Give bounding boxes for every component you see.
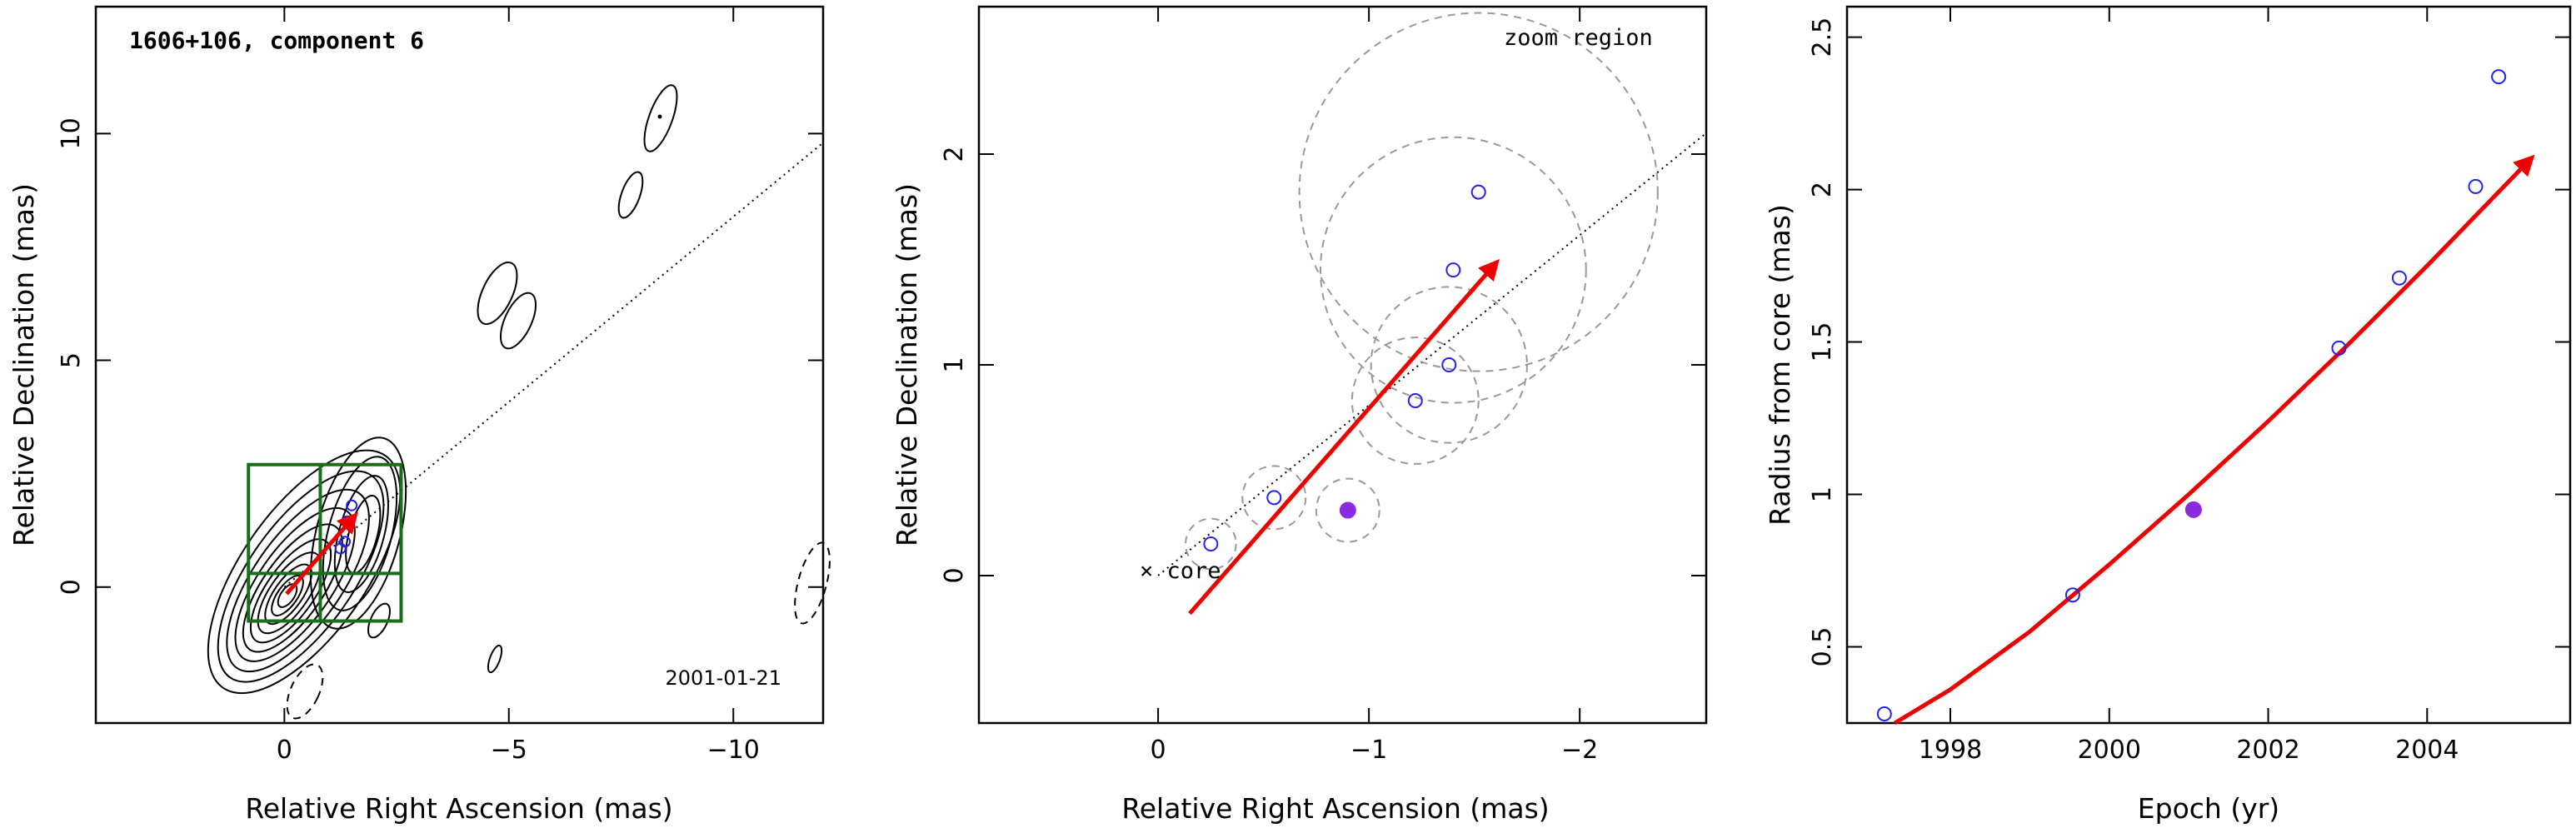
- component-size-circle: [1319, 136, 1587, 404]
- y-tick-label: 0.5: [1808, 627, 1837, 667]
- zoom-box: [247, 462, 403, 623]
- jet-contour-1: [309, 436, 407, 630]
- data-point: [2468, 178, 2484, 194]
- component-point: [1407, 393, 1423, 408]
- plot-frame: [1845, 5, 2572, 725]
- x-tick-label: 0: [277, 736, 292, 765]
- negative-contour: [794, 541, 831, 625]
- velocity-arrow: [285, 511, 358, 596]
- contour-island: [477, 261, 518, 326]
- component-size-circle: [1315, 477, 1380, 543]
- chart-title: 1606+106, component 6: [129, 27, 424, 54]
- y-axis-label: Relative Declination (mas): [7, 183, 40, 546]
- y-axis-label: Radius from core (mas): [1764, 204, 1796, 526]
- y-axis-label: Relative Declination (mas): [891, 183, 923, 546]
- overlay-layer: 1998 2000 2002 2004 0.5 1 1.5 2 2.5: [1808, 7, 2570, 765]
- contour-map: [207, 84, 831, 720]
- data-point: [2491, 69, 2507, 85]
- component-point: [1470, 184, 1486, 200]
- data-point: [2064, 587, 2080, 603]
- y-tick-label: 2: [940, 147, 969, 162]
- velocity-arrow: [1188, 258, 1500, 616]
- contour-panel: 0 −5 −10 0 5 10 1606+106, component 6 2001-01…: [7, 5, 831, 825]
- y-tick-label: 0: [940, 567, 969, 583]
- component-point: [346, 499, 358, 511]
- contour-island: [499, 292, 537, 350]
- jet-contour-2: [322, 456, 398, 611]
- plot-frame: [977, 5, 1708, 725]
- x-tick-label: −2: [1561, 736, 1598, 765]
- y-tick-label: 5: [57, 352, 86, 368]
- component-size-circle: [1350, 337, 1480, 465]
- jet-direction-line: [1157, 132, 1707, 576]
- y-tick-label: 1.5: [1808, 322, 1837, 362]
- component-point: [334, 542, 347, 555]
- x-tick-label: 2000: [2078, 736, 2141, 765]
- x-tick-label: 2002: [2236, 736, 2299, 765]
- y-tick-label: 10: [57, 117, 86, 149]
- x-tick-label: −5: [491, 736, 527, 765]
- data-point: [2391, 270, 2407, 286]
- data-point: [1876, 706, 1892, 722]
- contour-level-3: [226, 488, 370, 673]
- core-label: × core: [1140, 558, 1221, 584]
- overlay-layer: 0 −1 −2 0 1 2: [940, 7, 1707, 765]
- radius-panel: 1998 2000 2002 2004 0.5 1 1.5 2 2.5 Epoch (yr) R…: [1764, 5, 2572, 825]
- data-point-filled: [2184, 501, 2202, 518]
- data-point: [2331, 340, 2347, 356]
- epoch-label: 2001-01-21: [666, 666, 781, 690]
- x-axis-label: Relative Right Ascension (mas): [1121, 792, 1549, 825]
- y-tick-label: 1: [940, 357, 969, 372]
- y-tick-label: 1: [1808, 486, 1837, 502]
- contour-island: [487, 644, 503, 674]
- y-tick-label: 2.5: [1808, 17, 1837, 57]
- contour-island: [617, 171, 644, 219]
- contour-island: [643, 84, 678, 152]
- contour-peak: [657, 114, 662, 119]
- component-point: [1441, 357, 1457, 372]
- x-tick-label: 1998: [1919, 736, 1982, 765]
- contour-level-4: [234, 506, 356, 662]
- zoom-region-label: zoom region: [1504, 25, 1653, 51]
- component-point: [1445, 262, 1461, 278]
- overlay-layer: 0 −5 −10 0 5 10: [57, 7, 824, 765]
- x-axis-label: Epoch (yr): [2138, 792, 2279, 825]
- component-size-circle: [1241, 465, 1307, 531]
- contour-level-5: [242, 523, 343, 653]
- fit-curve: [1893, 154, 2535, 726]
- zoom-panel: 0 −1 −2 0 1 2 zoom region × core Relative Rig…: [891, 5, 1708, 825]
- x-tick-label: 2004: [2395, 736, 2459, 765]
- contour-level-8: [264, 563, 312, 626]
- component-size-circle: [1184, 517, 1237, 571]
- x-tick-label: −1: [1350, 736, 1387, 765]
- component-point: [1203, 536, 1219, 551]
- component-size-circle: [1370, 286, 1528, 444]
- y-tick-label: 2: [1808, 182, 1837, 197]
- x-tick-label: 0: [1151, 736, 1166, 765]
- component-size-circle: [1298, 12, 1659, 372]
- contour-level-7: [257, 551, 322, 635]
- component-point: [1266, 490, 1282, 506]
- y-tick-label: 0: [57, 579, 86, 595]
- negative-contour: [286, 663, 324, 720]
- jet-direction-line: [283, 142, 824, 588]
- plot-frame: [94, 5, 825, 725]
- component-point-filled: [1339, 501, 1356, 519]
- x-axis-label: Relative Right Ascension (mas): [245, 792, 672, 825]
- x-tick-label: −10: [707, 736, 760, 765]
- contour-level-1: [207, 449, 402, 695]
- contour-island: [367, 602, 391, 639]
